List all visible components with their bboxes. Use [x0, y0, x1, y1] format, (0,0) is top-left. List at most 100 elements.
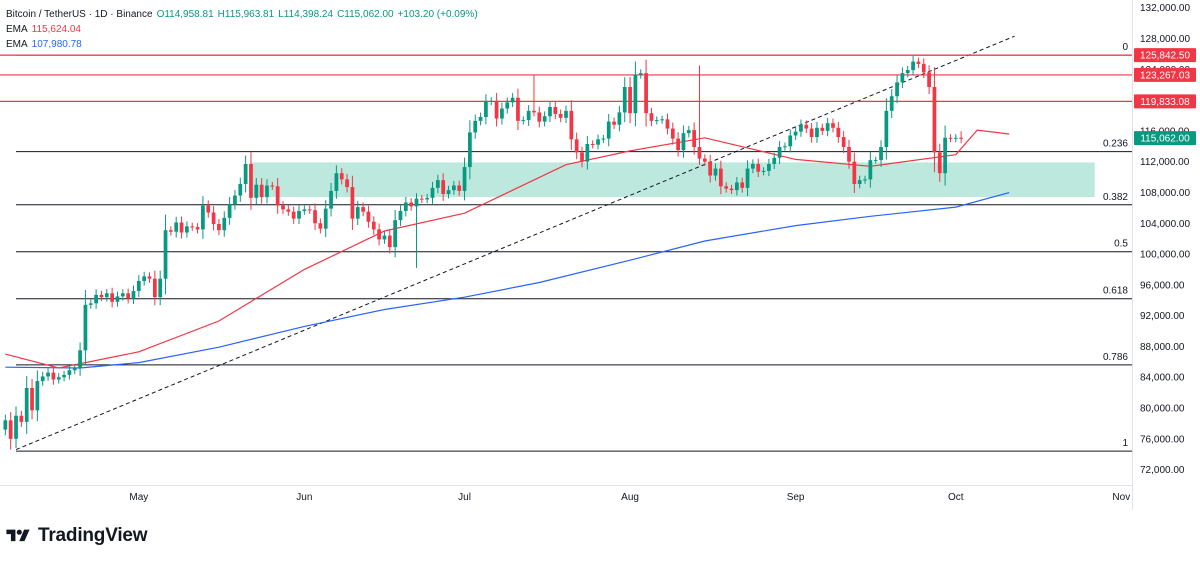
candle-body [131, 291, 136, 299]
candle [265, 179, 269, 204]
y-tick-label: 100,000.00 [1140, 250, 1190, 261]
candle-body [612, 121, 616, 125]
candle-body [574, 139, 579, 153]
candle [371, 216, 376, 235]
candle [526, 105, 531, 126]
candle-body [83, 304, 88, 351]
fib-label-0.382: 0.382 [1103, 192, 1128, 203]
candle [500, 102, 504, 125]
candle [110, 287, 115, 308]
candle-body [265, 185, 269, 198]
candle-body [195, 227, 200, 230]
tradingview-logo-icon [6, 529, 30, 542]
candle [681, 125, 686, 158]
candle [767, 158, 771, 177]
candle [377, 223, 381, 246]
candle-body [767, 163, 771, 171]
tradingview-wordmark: TradingView [38, 525, 148, 546]
ema-fast-label: EMA [6, 24, 28, 35]
candle-body [868, 160, 873, 180]
candle-body [788, 135, 793, 147]
candle-body [323, 208, 328, 229]
change-value: +103.20 (+0.09%) [397, 9, 478, 20]
candle-body [879, 147, 883, 161]
candle-body [430, 187, 435, 198]
candle-body [804, 124, 809, 129]
candle [350, 175, 355, 230]
candle-body [825, 123, 830, 131]
candle [46, 368, 50, 381]
candle [40, 371, 45, 386]
candle-body [569, 110, 574, 140]
candle-body [329, 190, 333, 209]
y-tick-label: 112,000.00 [1140, 157, 1190, 168]
candle-body [19, 415, 24, 422]
candle-body [548, 107, 552, 117]
candle-body [46, 372, 50, 377]
candle [355, 200, 360, 225]
candle [916, 57, 921, 68]
candle [233, 189, 237, 210]
candle [307, 205, 312, 214]
candle [302, 205, 307, 215]
candle-body [606, 121, 611, 139]
candle-body [393, 220, 398, 248]
candle-body [297, 210, 301, 219]
candle [713, 163, 718, 181]
candle-body [553, 107, 558, 114]
candle-body [585, 143, 590, 162]
candle-body [110, 293, 115, 302]
candle [457, 180, 462, 196]
candle [852, 152, 857, 194]
ema-layer [5, 129, 1010, 369]
candle [318, 218, 323, 234]
candle-body [702, 158, 707, 162]
candle-body [857, 180, 862, 184]
tradingview-brand[interactable]: TradingView [4, 525, 148, 547]
candle [142, 271, 147, 286]
candle-body [441, 180, 446, 194]
candle [163, 214, 168, 295]
candle-body [526, 110, 531, 121]
candle-body [713, 168, 718, 176]
candle [281, 201, 285, 214]
candle-body [729, 188, 734, 191]
candle-body [783, 146, 787, 148]
candle-body [403, 202, 408, 211]
fib-label-0.786: 0.786 [1103, 352, 1128, 363]
candle [660, 115, 664, 124]
candle [596, 134, 600, 150]
candle [558, 109, 563, 123]
candle-body [94, 294, 98, 304]
candle-body [601, 138, 606, 140]
candle-body [505, 102, 510, 109]
candle-body [387, 235, 392, 248]
candle-body [489, 100, 494, 102]
candle-body [318, 223, 323, 229]
candle-body [451, 185, 456, 191]
y-tick-label: 104,000.00 [1140, 219, 1190, 230]
candle [462, 157, 467, 201]
candle-body [617, 112, 622, 125]
candle [889, 89, 894, 118]
ema-slow-row[interactable]: EMA 107,980.78 [6, 37, 478, 52]
candle-body [222, 217, 227, 231]
candle [126, 288, 131, 304]
candle-body [398, 210, 403, 221]
candle-body [217, 224, 221, 231]
chart-legend: Bitcoin / TetherUS · 1D · Binance O114,9… [6, 7, 478, 52]
candle-body [831, 123, 835, 128]
candle-body [622, 86, 627, 113]
candle-body [916, 61, 921, 64]
candle [484, 94, 488, 125]
x-tick-label: Sep [787, 492, 805, 503]
candle [580, 146, 584, 168]
ema-fast-row[interactable]: EMA 115,624.04 [6, 22, 478, 37]
candle-body [718, 168, 723, 187]
symbol-title[interactable]: Bitcoin / TetherUS · 1D · Binance [6, 9, 153, 20]
candle [777, 140, 782, 164]
low-value: L114,398.24 [278, 9, 334, 20]
candle [190, 222, 195, 231]
